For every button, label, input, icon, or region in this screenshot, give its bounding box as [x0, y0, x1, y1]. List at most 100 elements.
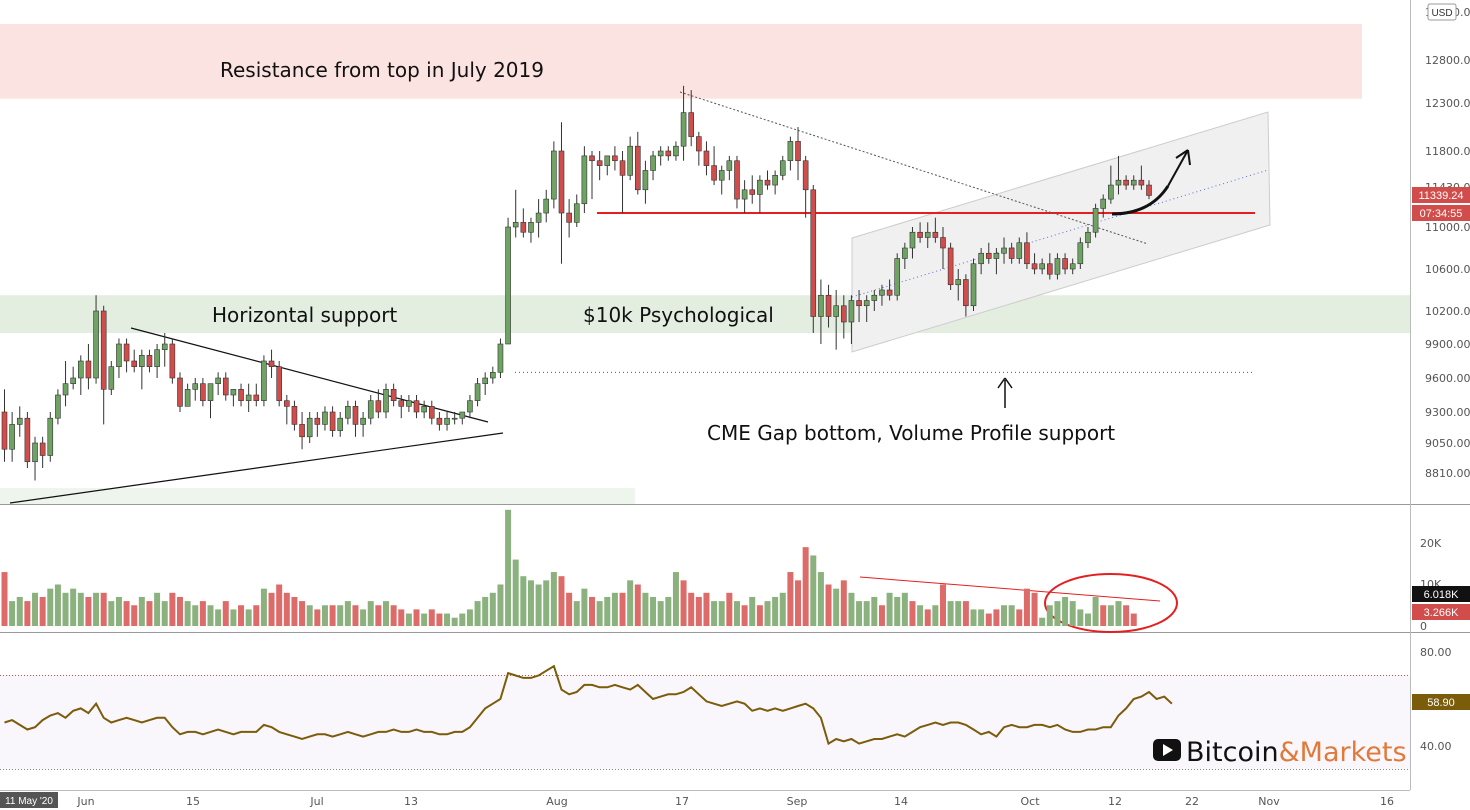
candle [749, 175, 756, 204]
candle [673, 141, 679, 161]
candle-body [1092, 208, 1099, 233]
candle-body [24, 417, 31, 463]
candle-body [169, 343, 176, 379]
volume-bar [833, 588, 840, 626]
candle [192, 378, 199, 401]
candle-body [451, 417, 458, 420]
volume-bar [32, 592, 39, 626]
candle [306, 412, 313, 443]
candle [62, 361, 69, 407]
volume-bar [283, 592, 290, 626]
candle [1031, 253, 1038, 275]
volume-bar [924, 609, 931, 626]
volume-bar [459, 613, 466, 626]
volume-bar [558, 576, 565, 626]
date-badge [0, 792, 58, 808]
volume-bar [856, 601, 863, 626]
candle-body [963, 279, 969, 307]
candle-body [459, 411, 466, 419]
annotation-psychological: $10k Psychological [583, 303, 774, 327]
volume-bar [1016, 609, 1023, 626]
volume-bar [1, 572, 8, 626]
price-label: 11339.24 [1418, 190, 1463, 202]
volume-bar [688, 592, 695, 626]
candle [482, 372, 488, 395]
volume-high-label: 6.018K [1424, 589, 1460, 601]
candle-body [741, 189, 748, 200]
candle [848, 295, 855, 344]
volume-bar [871, 596, 878, 626]
candle-body [467, 400, 473, 413]
candle-body [413, 400, 420, 413]
candle-body [1069, 263, 1076, 270]
candle-body [444, 417, 450, 425]
volume-bar [444, 613, 451, 626]
volume-bar [360, 609, 367, 626]
volume-bar [795, 580, 802, 626]
volume-bar [100, 592, 107, 626]
candle [558, 122, 565, 264]
candle [245, 383, 252, 412]
volume-bar [329, 605, 336, 626]
candle [78, 355, 84, 395]
volume-bar [1100, 605, 1107, 626]
volume-bar [802, 547, 809, 626]
volume-bar [779, 592, 786, 626]
volume-bar [85, 596, 92, 626]
candle [139, 349, 145, 390]
candle-body [390, 389, 397, 401]
candle-body [47, 417, 54, 456]
volume-bar [192, 605, 199, 626]
candle-body [139, 355, 145, 367]
volume-bar [550, 572, 557, 626]
volume-trendline [859, 576, 1161, 602]
trend-drawings [9, 91, 1269, 633]
candle [978, 248, 984, 275]
triangle-lower-line [9, 432, 504, 504]
rsi-tick: 40.00 [1420, 740, 1452, 753]
volume-bar [993, 609, 1000, 626]
volume-bar [772, 596, 779, 626]
volume-bar [1054, 601, 1061, 626]
price-tick: 9900.00 [1425, 338, 1470, 351]
candle [253, 383, 260, 407]
volume-bar [421, 613, 428, 626]
volume-bar [1023, 588, 1030, 626]
candle [1024, 232, 1030, 269]
volume-bar [115, 596, 122, 626]
arrow-head [1167, 149, 1191, 187]
volume-bar [184, 601, 191, 626]
volume-bar [764, 601, 771, 626]
candle-body [528, 222, 534, 233]
candle-body [512, 222, 519, 228]
candle-body [398, 400, 405, 407]
candle-body [100, 310, 107, 390]
candle-body [39, 442, 46, 456]
candle-body [177, 377, 183, 407]
volume-bar [1069, 601, 1076, 626]
candle-body [955, 279, 962, 286]
candle-body [230, 389, 237, 396]
time-tick: Aug [546, 795, 567, 808]
price-tick: 9600.00 [1425, 372, 1470, 385]
volume-bars [1, 509, 1137, 626]
candle [459, 411, 466, 425]
candle-body [764, 179, 771, 186]
candle-body [856, 300, 862, 307]
time-tick: 17 [675, 795, 689, 808]
volume-bar [1039, 617, 1046, 626]
volume-bar [383, 601, 389, 626]
candle [1092, 203, 1099, 238]
candle-body [902, 247, 908, 259]
volume-bar [1062, 596, 1069, 626]
volume-bar [1123, 605, 1130, 626]
candle [70, 366, 76, 390]
volume-bar [108, 601, 115, 626]
volume-bar [619, 592, 626, 626]
countdown-label: 07:34:55 [1420, 208, 1463, 220]
candle-body [924, 231, 931, 238]
candle [764, 170, 771, 190]
volume-bar [520, 576, 527, 626]
volume-bar [955, 601, 962, 626]
volume-bar [810, 555, 817, 626]
